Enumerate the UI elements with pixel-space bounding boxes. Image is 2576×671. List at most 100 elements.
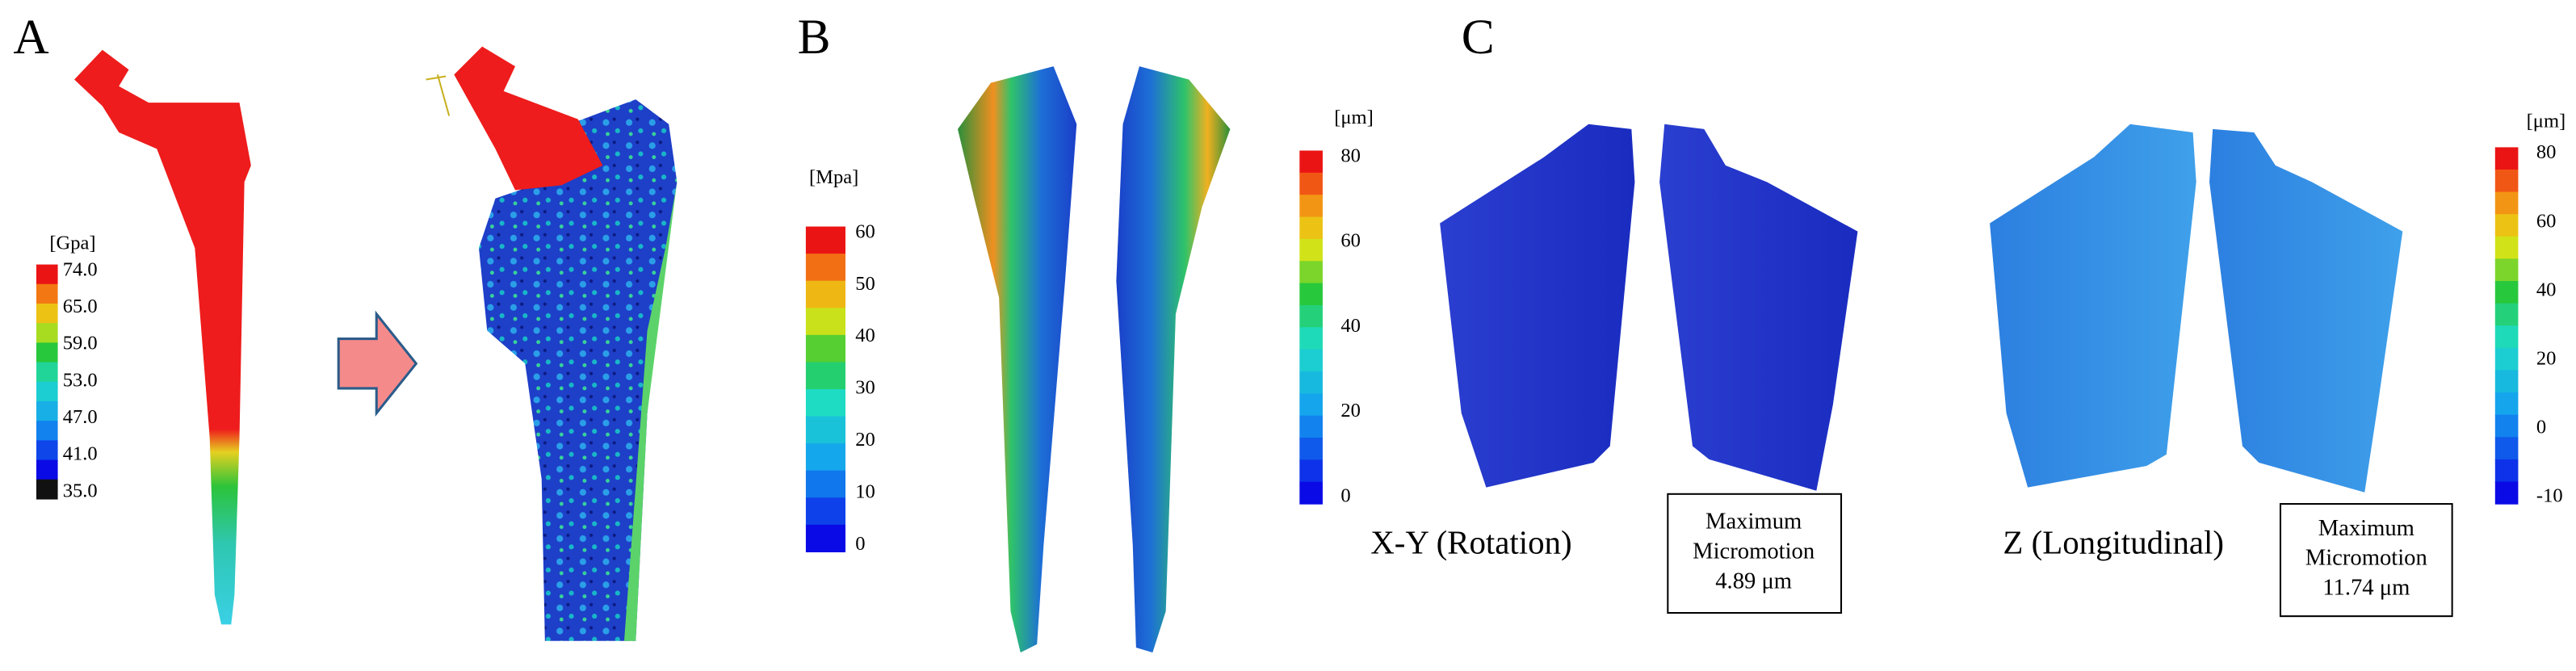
colorbar-segment bbox=[2494, 325, 2519, 349]
box-line: Maximum bbox=[2318, 515, 2414, 541]
colorbar-segment bbox=[36, 401, 58, 421]
colorbar-unit: [Gpa] bbox=[49, 233, 95, 254]
axis-triad bbox=[426, 74, 451, 116]
colorbar-tick-label: 20 bbox=[2536, 347, 2557, 369]
colorbar-tick-label: 0 bbox=[2536, 416, 2546, 438]
colorbar-tick-label: 65.0 bbox=[63, 296, 98, 317]
interface-block bbox=[2209, 128, 2403, 493]
colorbar-tick-label: 20 bbox=[855, 429, 875, 451]
colorbar-segment bbox=[36, 381, 58, 402]
result-box bbox=[1667, 493, 1843, 614]
colorbar-tick-label: 30 bbox=[855, 377, 875, 399]
colorbar-segment bbox=[2494, 414, 2519, 438]
colorbar-segment bbox=[36, 342, 58, 363]
colorbar-segment bbox=[1299, 261, 1323, 284]
colorbar-segment bbox=[805, 254, 845, 282]
colorbar-segment bbox=[1299, 283, 1323, 306]
colorbar-segment bbox=[2494, 191, 2519, 215]
colorbar-tick-label: 35.0 bbox=[63, 480, 98, 501]
colorbar-tick-label: 40 bbox=[855, 325, 875, 346]
interface-block bbox=[1990, 124, 2196, 488]
femur-model bbox=[479, 99, 678, 641]
stem-section bbox=[958, 66, 1077, 653]
colorbar-segment bbox=[1299, 150, 1323, 174]
colorbar-segment bbox=[805, 308, 845, 336]
colorbar-unit: [Mpa] bbox=[809, 166, 858, 188]
colorbar-segment bbox=[36, 303, 58, 324]
colorbar-segment bbox=[36, 283, 58, 304]
colorbar-segment bbox=[36, 362, 58, 383]
colorbar-tick-label: 0 bbox=[1340, 485, 1350, 507]
arrow bbox=[337, 310, 418, 417]
colorbar-tick-label: 40 bbox=[2536, 279, 2557, 300]
colorbar-unit: [μm] bbox=[2527, 110, 2566, 132]
colorbar-segment bbox=[36, 421, 58, 441]
colorbar-segment bbox=[2494, 437, 2519, 460]
interface-block bbox=[1440, 124, 1635, 488]
box-line: 4.89 μm bbox=[1715, 568, 1792, 593]
colorbar-segment bbox=[36, 264, 58, 285]
colorbar-segment bbox=[36, 479, 58, 500]
colorbar-unit: [μm] bbox=[1334, 107, 1374, 128]
colorbar-segment bbox=[1299, 481, 1323, 505]
colorbar-segment bbox=[36, 440, 58, 461]
interface-block bbox=[1659, 124, 1858, 491]
colorbar-segment bbox=[2494, 481, 2519, 505]
panel-label: C bbox=[1462, 10, 1495, 65]
colorbar-segment bbox=[1299, 459, 1323, 483]
colorbar-segment bbox=[1299, 304, 1323, 328]
result-box bbox=[2279, 503, 2453, 618]
caption: Z (Longitudinal) bbox=[2003, 524, 2224, 560]
box-line: 11.74 μm bbox=[2322, 575, 2410, 601]
colorbar-segment bbox=[805, 362, 845, 390]
colorbar-tick-label: 80 bbox=[2536, 141, 2557, 163]
colorbar-segment bbox=[1299, 438, 1323, 460]
colorbar-tick-label: 50 bbox=[855, 273, 875, 295]
colorbar-segment bbox=[2494, 281, 2519, 304]
colorbar-segment bbox=[36, 323, 58, 343]
colorbar-tick-label: 59.0 bbox=[63, 333, 98, 354]
colorbar-tick-label: 40 bbox=[1340, 315, 1361, 337]
box-line: Micromotion bbox=[2305, 545, 2427, 571]
colorbar-segment bbox=[805, 470, 845, 498]
colorbar-tick-label: 60 bbox=[855, 220, 875, 242]
panel-label: A bbox=[13, 10, 48, 65]
colorbar-segment bbox=[1299, 327, 1323, 350]
colorbar-segment bbox=[1299, 393, 1323, 417]
colorbar-segment bbox=[2494, 347, 2519, 371]
colorbar-segment bbox=[805, 226, 845, 254]
colorbar-segment bbox=[805, 334, 845, 363]
colorbar-tick-label: -10 bbox=[2536, 485, 2563, 507]
panel-label: B bbox=[798, 10, 831, 65]
colorbar-segment bbox=[805, 524, 845, 552]
colorbar-segment bbox=[2494, 370, 2519, 393]
colorbar-segment bbox=[2494, 147, 2519, 170]
box-line: Maximum bbox=[1705, 509, 1802, 535]
colorbar-segment bbox=[805, 443, 845, 472]
colorbar-tick-label: 0 bbox=[855, 533, 865, 555]
colorbar-tick-label: 41.0 bbox=[63, 443, 98, 465]
colorbar-tick-label: 10 bbox=[855, 480, 875, 502]
colorbar-segment bbox=[2494, 392, 2519, 416]
colorbar-segment bbox=[2494, 214, 2519, 237]
colorbar-segment bbox=[1299, 371, 1323, 394]
colorbar-segment bbox=[2494, 303, 2519, 326]
colorbar-tick-label: 60 bbox=[2536, 210, 2557, 232]
colorbar-segment bbox=[36, 459, 58, 480]
implant-stem bbox=[74, 49, 251, 625]
implant-head bbox=[454, 46, 603, 191]
colorbar-segment bbox=[1299, 238, 1323, 262]
colorbar-tick-label: 53.0 bbox=[63, 369, 98, 391]
colorbar-tick-label: 74.0 bbox=[63, 258, 98, 280]
colorbar-segment bbox=[1299, 172, 1323, 195]
colorbar-segment bbox=[2494, 236, 2519, 260]
colorbar-segment bbox=[805, 280, 845, 308]
colorbar-tick-label: 47.0 bbox=[63, 406, 98, 428]
colorbar-segment bbox=[1299, 415, 1323, 438]
colorbar-segment bbox=[805, 497, 845, 526]
femur-edge bbox=[623, 182, 678, 641]
colorbar-tick-label: 60 bbox=[1340, 230, 1361, 252]
colorbar-tick-label: 20 bbox=[1340, 400, 1361, 421]
